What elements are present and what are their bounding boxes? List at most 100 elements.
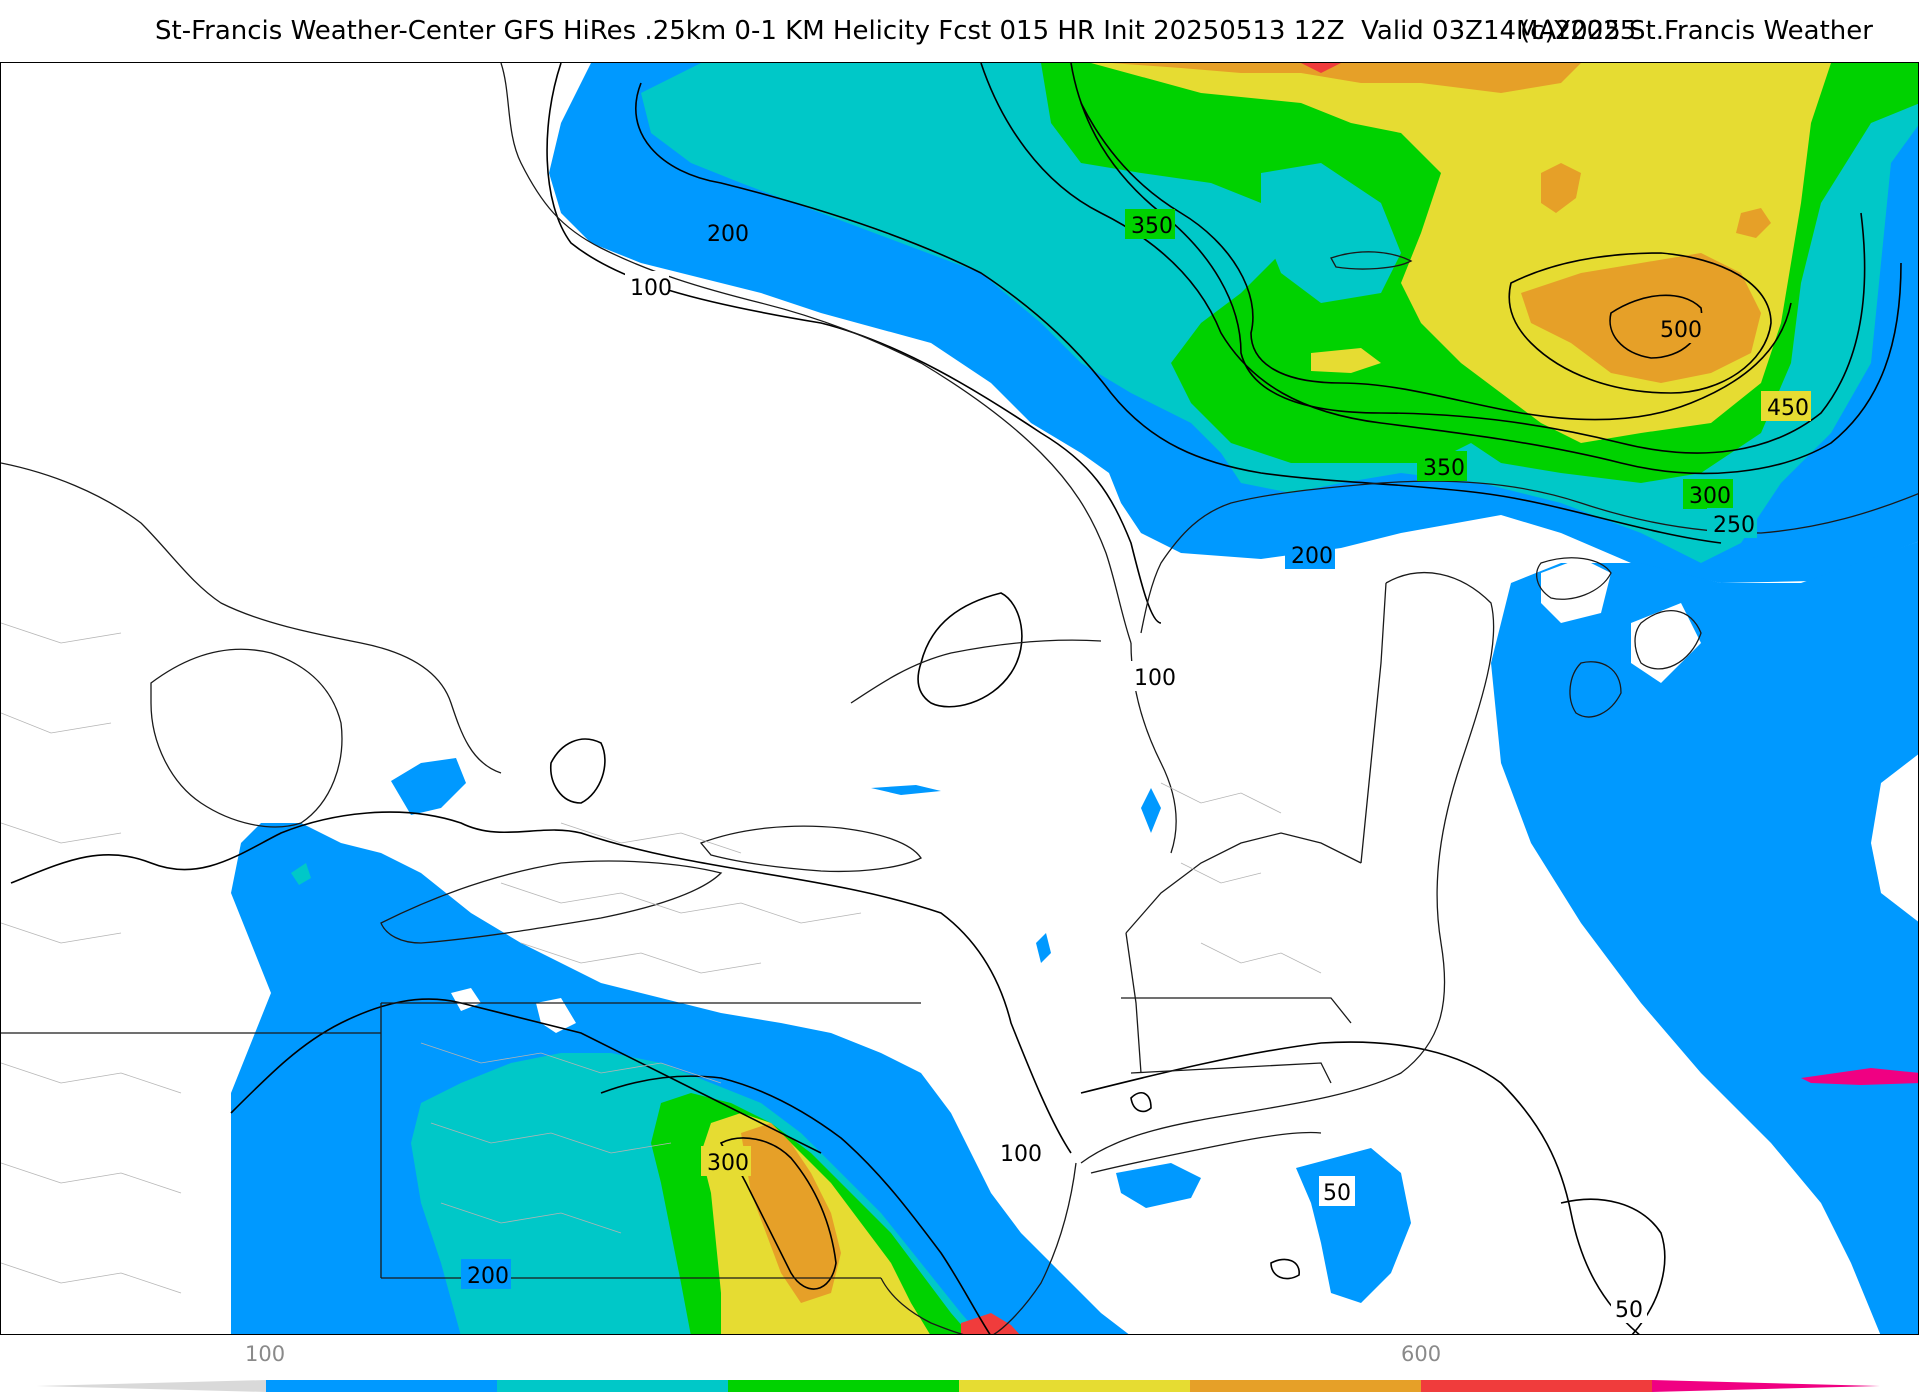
contour-labels: 200 100 350 500 450 350 300 250 200 100 … xyxy=(461,209,1811,1323)
colorbar-seg-yellow xyxy=(959,1380,1190,1392)
contour-south-100 xyxy=(10,811,1072,1154)
label-bg-4 xyxy=(1654,313,1704,343)
state-ny-vt-line xyxy=(1125,932,1142,1074)
label-bg-9 xyxy=(1285,539,1335,569)
map-svg: 200 100 350 500 450 350 300 250 200 100 … xyxy=(1,63,1918,1334)
label-bg-10 xyxy=(1129,661,1173,691)
contour-south-inner xyxy=(719,1137,837,1290)
ocean-blue-region xyxy=(1491,541,1918,1334)
south-orange-region xyxy=(741,1123,841,1303)
county-grid-ne xyxy=(1160,782,1322,974)
blue-blob-ne xyxy=(1296,1148,1411,1303)
label-bg-13 xyxy=(461,1259,511,1289)
label-500: 500 xyxy=(1660,318,1702,343)
coast-st-lawrence-north xyxy=(500,63,1132,644)
colorbar-tick-100: 100 xyxy=(245,1342,286,1366)
colorbar-seg-cyan xyxy=(497,1380,728,1392)
north-orange-region-mid xyxy=(1521,253,1761,383)
label-300-south: 300 xyxy=(707,1151,749,1176)
coast-delaware-bay xyxy=(880,1277,964,1334)
north-orange-blob2 xyxy=(1736,208,1771,238)
geo-boundaries xyxy=(1,63,1918,1334)
label-bg-7 xyxy=(1683,479,1733,509)
south-helicity-band xyxy=(231,823,1129,1334)
label-250: 250 xyxy=(1713,513,1755,538)
county-lines xyxy=(1,622,1322,1294)
label-bg-15 xyxy=(1611,1293,1647,1323)
ocean-helicity xyxy=(1491,541,1918,1334)
label-350-north: 350 xyxy=(1131,214,1173,239)
north-cyan-pocket xyxy=(1261,163,1401,303)
label-bg-1 xyxy=(701,217,751,247)
white-hole-pa1 xyxy=(451,988,481,1011)
south-orange-blob xyxy=(781,1213,821,1248)
coast-long-island xyxy=(1090,1131,1322,1174)
blue-blob-ontario xyxy=(391,758,466,815)
great-lakes-huron xyxy=(150,648,343,828)
blue-blob-lake xyxy=(871,785,941,795)
coast-st-lawrence-south xyxy=(1140,480,1918,634)
label-350-mid: 350 xyxy=(1423,456,1465,481)
label-50-b: 50 xyxy=(1615,1298,1643,1323)
coast-new-england xyxy=(1080,571,1495,1164)
contour-north-200 xyxy=(635,82,1722,544)
copyright-text: (c)2025 St.Francis Weather xyxy=(1520,16,1873,46)
blue-blob-ny xyxy=(1141,788,1161,833)
county-grid-pa xyxy=(420,1042,722,1234)
contour-ontario-loop xyxy=(550,738,606,804)
map-panel: 200 100 350 500 450 350 300 250 200 100 … xyxy=(0,62,1919,1335)
island-pei xyxy=(1536,557,1612,600)
contour-ocean-50 xyxy=(1080,1041,1640,1334)
colorbar-seg-green xyxy=(728,1380,959,1392)
label-bg-5 xyxy=(1761,391,1811,421)
blue-blob-pa xyxy=(1036,933,1051,963)
north-orange-region-top xyxy=(1111,63,1581,93)
colorbar-svg xyxy=(36,1380,1880,1392)
label-100-south: 100 xyxy=(1000,1142,1042,1167)
county-grid-west xyxy=(1,622,182,1294)
blue-blob-lgi xyxy=(1116,1163,1201,1208)
contour-south-200 xyxy=(230,998,822,1154)
ocean-white-hole xyxy=(1871,754,1918,922)
label-bg-3 xyxy=(1125,209,1175,239)
colorbar-seg-orange xyxy=(1190,1380,1421,1392)
coast-nj xyxy=(993,1162,1077,1334)
label-bg-6 xyxy=(1417,451,1467,481)
contour-north-350 xyxy=(1080,102,1792,421)
county-grid-ny xyxy=(500,822,862,974)
colorbar-seg-low xyxy=(36,1380,266,1392)
north-yellow-islet xyxy=(1311,348,1381,373)
north-red-pocket xyxy=(1301,63,1341,73)
contour-south-300 xyxy=(600,1075,991,1334)
label-300-north: 300 xyxy=(1689,484,1731,509)
state-ct-ri-line xyxy=(1130,1062,1332,1084)
island-anticosti xyxy=(1330,251,1413,270)
contour-ocean-50-b xyxy=(1560,1198,1666,1334)
ocean-white-hole-3 xyxy=(1631,603,1701,683)
label-bg-8 xyxy=(1707,508,1757,538)
contour-coast-loop1 xyxy=(1130,1092,1152,1113)
label-100-mid: 100 xyxy=(1134,666,1176,691)
label-bg-2 xyxy=(625,271,669,301)
label-bg-14 xyxy=(1319,1176,1355,1206)
title-text: St-Francis Weather-Center GFS HiRes .25k… xyxy=(155,16,1637,46)
label-450: 450 xyxy=(1767,396,1809,421)
south-red-core xyxy=(961,1313,1020,1334)
state-ma-line xyxy=(1121,997,1352,1024)
label-200-north: 200 xyxy=(707,222,749,247)
colorbar: 100 600 xyxy=(0,1340,1920,1400)
label-bg-11 xyxy=(701,1146,751,1176)
north-orange-blob xyxy=(1541,163,1581,213)
label-bg-12 xyxy=(995,1137,1039,1167)
state-nh-me-line xyxy=(1360,582,1387,864)
ontario-quebec-border xyxy=(850,639,1102,704)
ocean-white-hole-2 xyxy=(1541,558,1611,623)
colorbar-tick-600: 600 xyxy=(1401,1342,1442,1366)
ocean-magenta-tongue xyxy=(1801,1068,1918,1085)
island-cape-breton xyxy=(1634,610,1702,670)
contour-great-lakes-100 xyxy=(917,592,1023,708)
colorbar-seg-red xyxy=(1421,1380,1652,1392)
state-vt-nh-line xyxy=(1125,832,1362,934)
contour-coast-loop2 xyxy=(1270,1258,1300,1280)
label-200-south: 200 xyxy=(467,1264,509,1289)
